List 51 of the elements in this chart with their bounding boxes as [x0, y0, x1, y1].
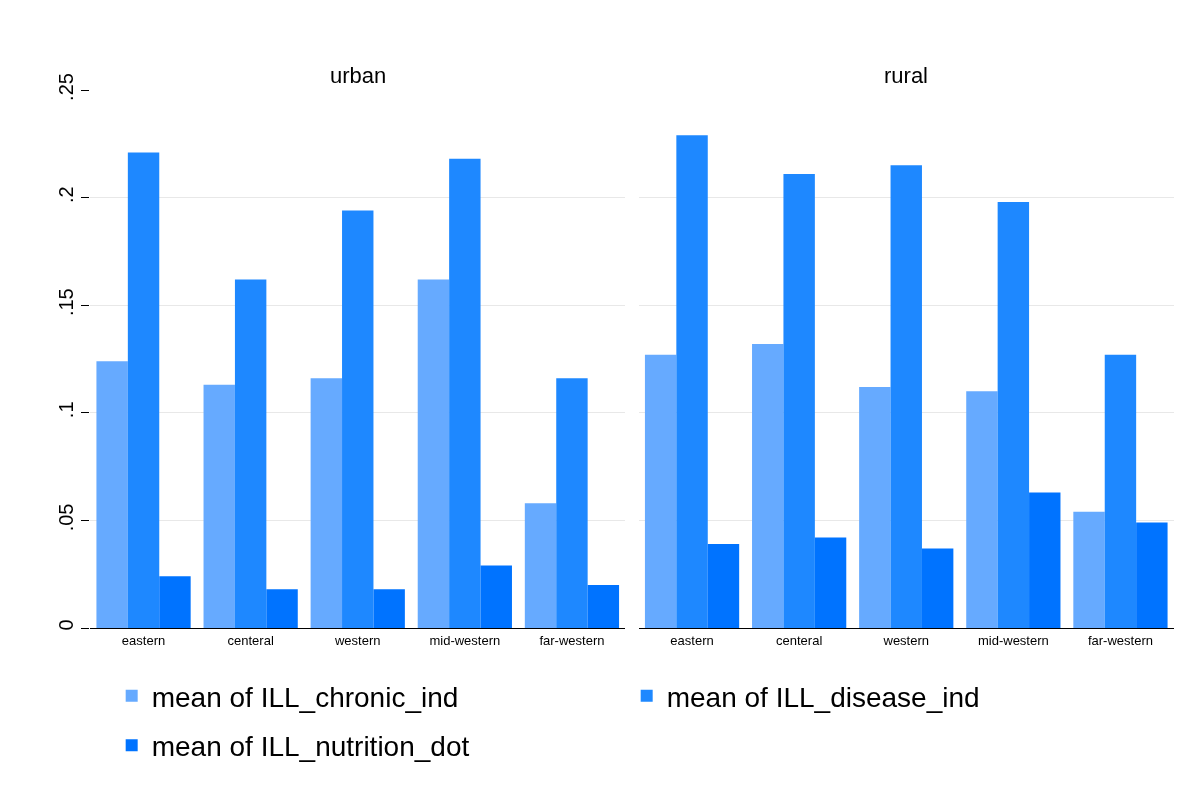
bar — [644, 354, 677, 628]
bar — [890, 165, 922, 628]
bar — [587, 584, 620, 628]
bar — [524, 503, 557, 628]
bar — [1136, 522, 1168, 628]
y-tick-label: .15 — [55, 288, 77, 317]
x-tick-label: centeral — [227, 632, 274, 648]
y-tick-label: .05 — [55, 503, 77, 532]
x-tick-label: far-western — [539, 632, 605, 648]
x-tick-label: mid-western — [977, 632, 1049, 648]
bar — [556, 378, 588, 628]
y-tick-label: .25 — [55, 73, 77, 101]
bar — [96, 361, 128, 628]
bar — [966, 391, 998, 628]
y-tick-label: .1 — [55, 401, 77, 419]
bar — [997, 201, 1030, 628]
bar — [159, 576, 191, 628]
x-tick-label: eastern — [670, 632, 714, 648]
bar — [859, 386, 891, 628]
legend-label: mean of ILL_chronic_ind — [151, 681, 459, 713]
bar — [266, 589, 298, 628]
bar — [1104, 354, 1137, 628]
bar — [417, 279, 450, 628]
bar — [1029, 492, 1061, 628]
x-tick-label: western — [333, 632, 381, 648]
bar — [310, 378, 343, 628]
bar — [783, 173, 815, 628]
bar — [203, 384, 235, 628]
legend-label: mean of ILL_nutrition_dot — [151, 731, 470, 763]
bar — [814, 537, 847, 628]
bar — [127, 152, 160, 628]
y-tick-label: .2 — [55, 186, 77, 203]
x-tick-label: eastern — [121, 632, 166, 648]
bar — [449, 158, 481, 628]
bar — [234, 279, 267, 628]
bar — [480, 565, 512, 628]
legend-label: mean of ILL_disease_ind — [666, 681, 980, 713]
bar — [921, 548, 954, 628]
bar — [373, 589, 405, 628]
x-tick-label: western — [882, 632, 930, 648]
chart-title: rural — [884, 63, 929, 88]
bar — [342, 210, 374, 628]
bar — [1073, 511, 1105, 628]
bar — [707, 544, 740, 628]
x-tick-label: far-western — [1087, 632, 1153, 648]
bar — [752, 343, 784, 628]
chart-title: urban — [330, 63, 387, 88]
y-tick-label: 0 — [55, 619, 77, 631]
x-tick-label: mid-western — [429, 632, 501, 648]
x-tick-label: centeral — [776, 632, 823, 648]
bar — [676, 135, 708, 628]
